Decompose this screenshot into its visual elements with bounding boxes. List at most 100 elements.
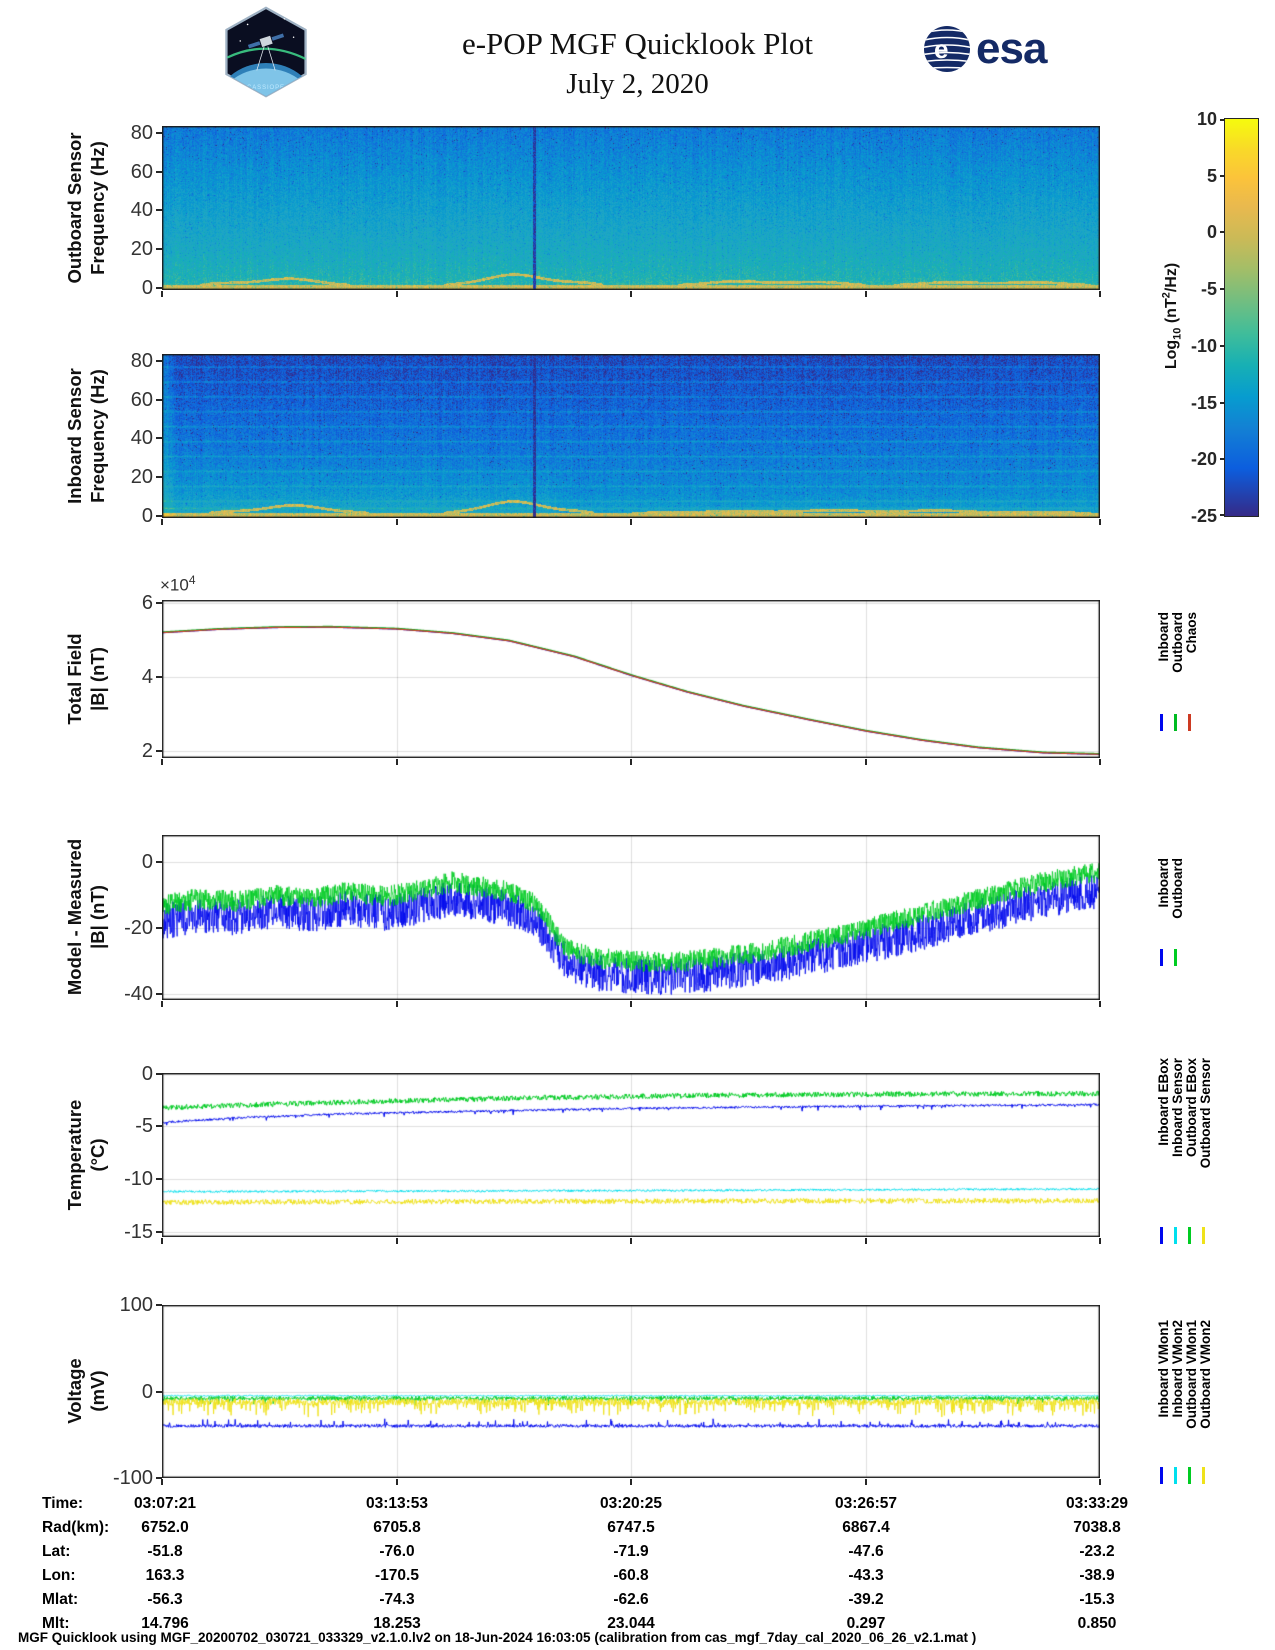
mlat-value: -56.3: [147, 1591, 183, 1608]
rad-value: 6752.0: [141, 1519, 189, 1536]
mlat-value: -15.3: [1079, 1591, 1115, 1608]
row-label-time: Time:: [42, 1495, 84, 1512]
rad-value: 6747.5: [607, 1519, 655, 1536]
y-tick-label: 0: [141, 851, 153, 874]
lon-value: -43.3: [848, 1567, 884, 1584]
legend-item-chaos: Chaos: [1184, 612, 1199, 654]
y-tick-label: 40: [130, 199, 153, 222]
x-tick-mark: [395, 519, 398, 525]
ylabel-outboard-spectrogram: Outboard Sensor Frequency (Hz): [64, 132, 108, 284]
row-label-mlt: Mlt:: [42, 1615, 70, 1632]
colorbar-tick-mark: [1220, 458, 1225, 461]
legend-swatch-inboard-vmon2: [1174, 1467, 1177, 1484]
y-tick-mark: [156, 601, 162, 604]
legend-swatch-inboard-ebox: [1160, 1227, 1163, 1244]
legend-swatch-outboard: [1174, 714, 1177, 731]
x-tick-mark: [395, 291, 398, 297]
colorbar-tick-mark: [1220, 401, 1225, 404]
x-tick-mark: [395, 759, 398, 765]
total-field-panel: 2 4 6: [142, 592, 1101, 765]
y-tick-mark: [156, 1125, 162, 1128]
legend-item-outboard-vmon2: Outboard VMon2: [1198, 1320, 1213, 1429]
x-tick-mark: [1099, 759, 1101, 765]
y-tick-mark: [156, 475, 162, 478]
rad-value: 6705.8: [373, 1519, 421, 1536]
y-tick-label: 20: [130, 237, 153, 260]
y-tick-mark: [156, 861, 162, 864]
rad-value: 6867.4: [842, 1519, 890, 1536]
colorbar-tick-mark: [1220, 231, 1225, 234]
table-row-time: Time: 03:07:21 03:13:53 03:20:25 03:26:5…: [0, 1495, 1275, 1518]
y-tick-label: -100: [112, 1466, 153, 1489]
colorbar-tick-label: 0: [1206, 222, 1217, 243]
y-tick-mark: [156, 170, 162, 173]
y-tick-label: 80: [130, 121, 153, 144]
y-tick-mark: [156, 131, 162, 134]
y-tick-label: 6: [141, 591, 153, 614]
y-tick-mark: [156, 927, 162, 930]
lon-value: -60.8: [613, 1567, 649, 1584]
total-field-legend: Inboard Outboard Chaos: [1156, 612, 1199, 673]
colorbar-tick-label: -15: [1190, 392, 1217, 413]
voltage-legend-swatches: [1160, 1467, 1205, 1484]
x-tick-mark: [630, 1238, 632, 1244]
legend-swatch-outboard-ebox: [1188, 1227, 1191, 1244]
ylabel-inboard-spectrogram: Inboard Sensor Frequency (Hz): [64, 368, 108, 504]
x-tick-mark: [1099, 1238, 1101, 1244]
y-tick-mark: [156, 398, 162, 401]
colorbar-tick-mark: [1220, 174, 1225, 177]
plot-date: July 2, 2020: [566, 68, 709, 100]
y-tick-label: 0: [141, 276, 153, 299]
model-measured-canvas: [162, 835, 1100, 1000]
legend-item-outboard-ebox: Outboard EBox: [1184, 1058, 1199, 1158]
x-tick-mark: [864, 759, 867, 765]
satellite-icon: [247, 33, 285, 71]
x-tick-mark: [864, 1001, 867, 1007]
y-tick-mark: [156, 286, 162, 289]
x-tick-mark: [1099, 1001, 1101, 1007]
mlt-value: 18.253: [373, 1615, 421, 1632]
model-measured-panel: 0 -20 -40: [124, 835, 1101, 1007]
mlat-value: -74.3: [379, 1591, 415, 1608]
mlt-value: 23.044: [607, 1615, 655, 1632]
x-tick-mark: [161, 759, 163, 765]
y-tick-label: 60: [130, 160, 153, 183]
x-tick-mark: [864, 291, 867, 297]
y-tick-label: 0: [141, 1062, 153, 1085]
table-row-lat: Lat: -51.8 -76.0 -71.9 -47.6 -23.2: [0, 1543, 1275, 1566]
rad-value: 7038.8: [1073, 1519, 1121, 1536]
y-tick-mark: [156, 1072, 162, 1075]
y-tick-label: 80: [130, 349, 153, 372]
legend-item-outboard: Outboard: [1170, 612, 1185, 673]
legend-swatch-inboard-vmon1: [1160, 1467, 1163, 1484]
legend-swatch-outboard-sensor: [1202, 1227, 1205, 1244]
legend-swatch-inboard-sensor: [1174, 1227, 1177, 1244]
y-tick-label: -5: [135, 1115, 153, 1138]
outboard-spectrogram-panel: 0 20 40 60 80: [131, 122, 1101, 299]
y-tick-label: -40: [124, 983, 153, 1006]
x-tick-mark: [864, 1238, 867, 1244]
inboard-spectrogram-canvas: [162, 354, 1100, 518]
y-tick-label: -20: [124, 917, 153, 940]
lat-value: -23.2: [1079, 1543, 1115, 1560]
time-value: 03:20:25: [599, 1495, 663, 1512]
legend-swatch-inboard: [1160, 714, 1163, 731]
y-tick-label: -10: [124, 1167, 153, 1190]
legend-item-outboard: Outboard: [1170, 858, 1185, 919]
y-tick-mark: [156, 437, 162, 440]
table-row-lon: Lon: 163.3 -170.5 -60.8 -43.3 -38.9: [0, 1567, 1275, 1590]
y-tick-label: 0: [141, 504, 153, 527]
time-value: 03:26:57: [834, 1495, 898, 1512]
y-tick-mark: [156, 1177, 162, 1180]
total-field-legend-swatches: [1160, 714, 1191, 731]
lat-value: -47.6: [848, 1543, 884, 1560]
colorbar-tick-label: -25: [1190, 506, 1217, 526]
legend-item-outboard-sensor: Outboard Sensor: [1198, 1058, 1213, 1169]
y-tick-label: 100: [119, 1294, 153, 1317]
y-tick-label: 40: [130, 427, 153, 450]
time-value: 03:33:29: [1065, 1495, 1129, 1512]
cassiope-mission-patch: CASSIOPE: [220, 6, 312, 103]
colorbar-tick-label: 5: [1206, 165, 1217, 186]
x-tick-mark: [630, 519, 632, 525]
x-tick-mark: [395, 1238, 398, 1244]
